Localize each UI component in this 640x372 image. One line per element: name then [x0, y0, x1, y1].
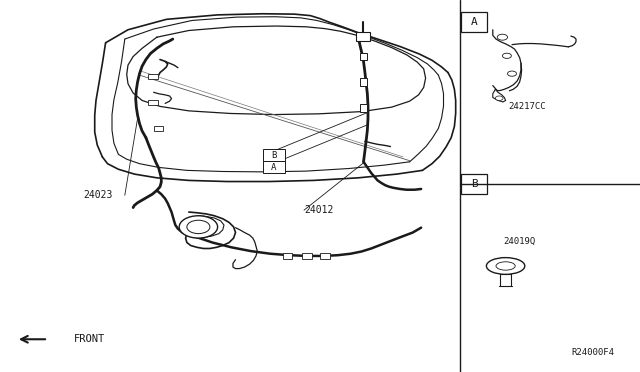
Bar: [302, 253, 312, 259]
Text: 24012: 24012: [304, 205, 333, 215]
Bar: [283, 253, 292, 259]
Bar: [360, 78, 367, 86]
Text: FRONT: FRONT: [74, 334, 105, 344]
Circle shape: [179, 216, 218, 238]
Text: A: A: [471, 17, 477, 27]
Ellipse shape: [486, 257, 525, 275]
Text: R24000F4: R24000F4: [572, 348, 614, 357]
FancyBboxPatch shape: [263, 161, 285, 173]
Bar: [356, 32, 370, 41]
Text: A: A: [271, 163, 276, 172]
Text: 24023: 24023: [83, 190, 113, 200]
Circle shape: [187, 220, 210, 234]
Text: 24217CC: 24217CC: [509, 102, 547, 110]
Circle shape: [508, 71, 516, 76]
Bar: [148, 74, 158, 79]
Bar: [360, 53, 367, 60]
Circle shape: [495, 96, 503, 100]
FancyBboxPatch shape: [461, 12, 487, 32]
Bar: [148, 100, 158, 105]
Text: B: B: [471, 179, 477, 189]
Circle shape: [497, 34, 508, 40]
Bar: [320, 253, 330, 259]
FancyBboxPatch shape: [263, 149, 285, 161]
Circle shape: [502, 53, 511, 58]
Bar: [154, 126, 163, 131]
Text: B: B: [271, 151, 276, 160]
Bar: [360, 104, 367, 112]
Text: 24019Q: 24019Q: [504, 237, 536, 246]
FancyBboxPatch shape: [461, 174, 487, 194]
Ellipse shape: [496, 262, 515, 270]
